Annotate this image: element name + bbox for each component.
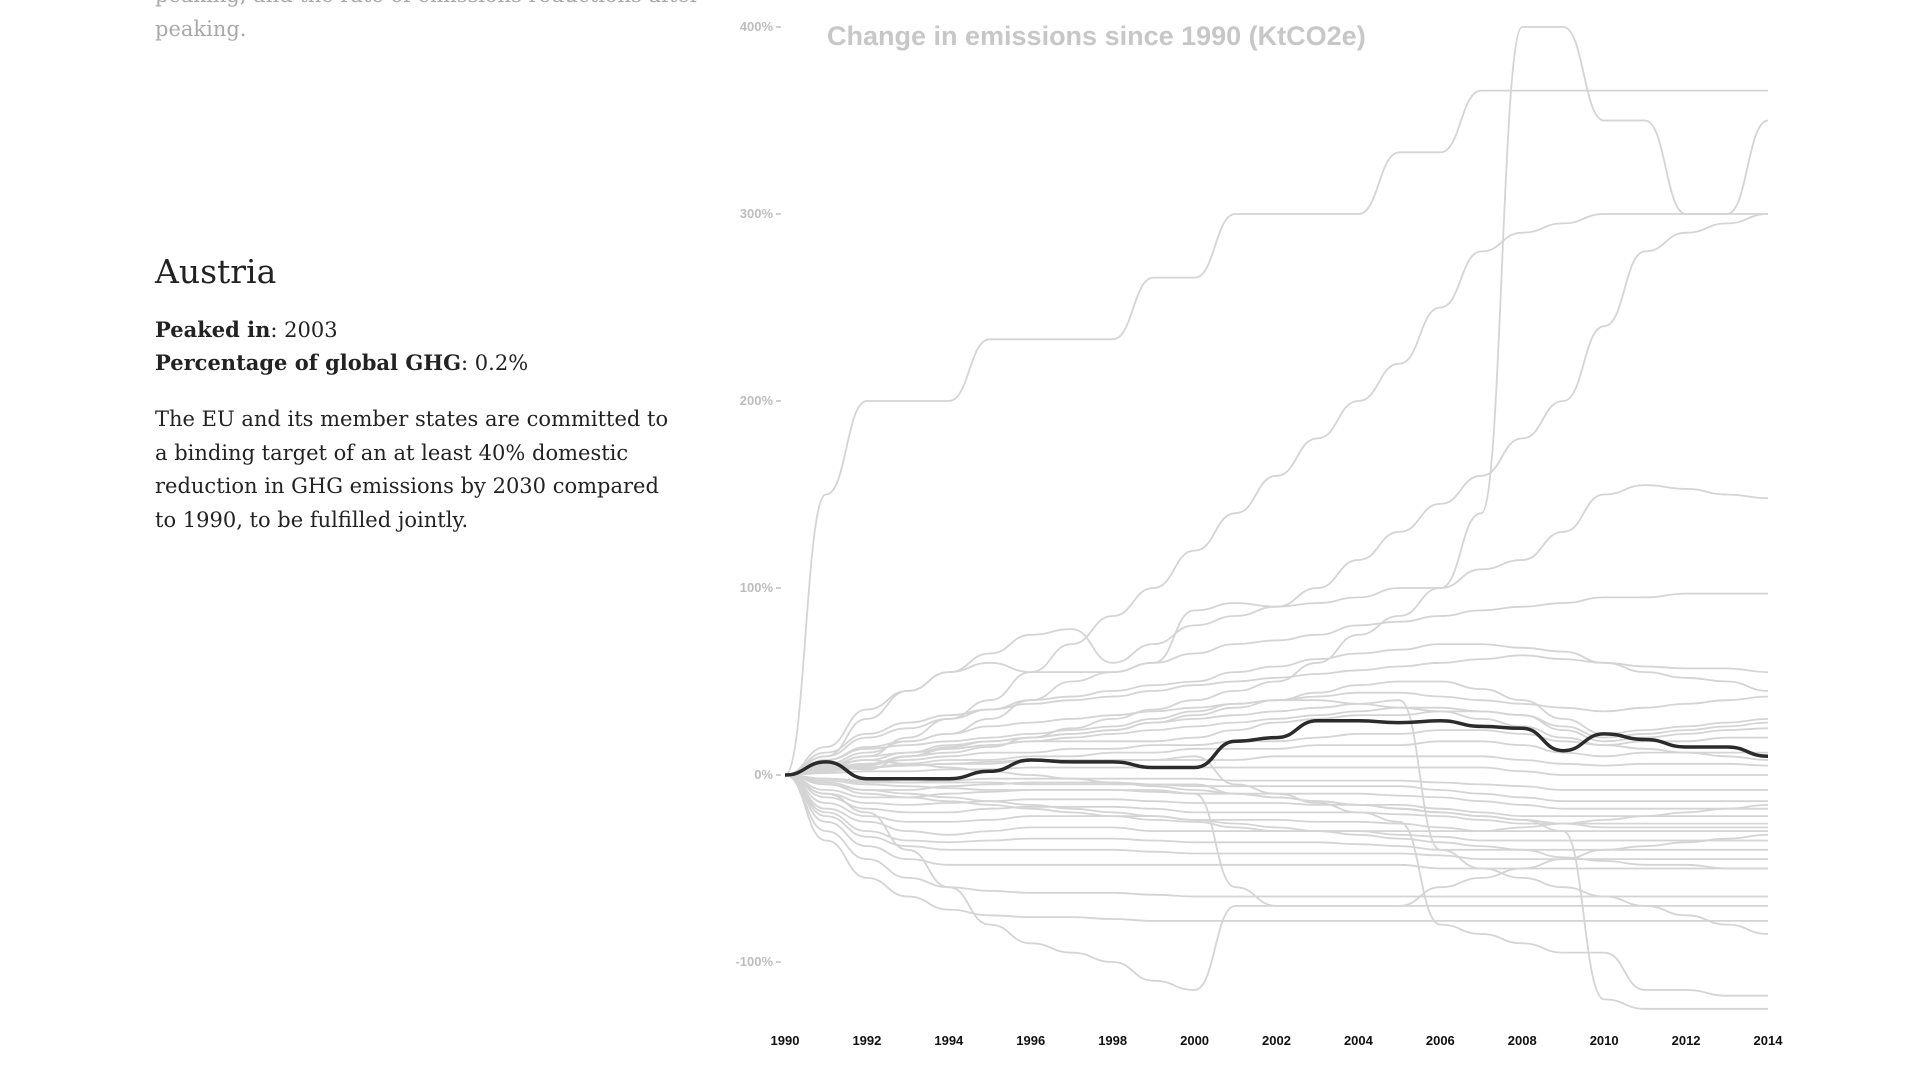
y-tick-label: -100%: [735, 954, 773, 969]
x-tick-label: 1996: [1016, 1033, 1045, 1048]
country-series-line[interactable]: [784, 774, 1768, 833]
x-tick-label: 2002: [1262, 1033, 1291, 1048]
country-series-line[interactable]: [784, 89, 1768, 776]
country-series-line[interactable]: [784, 774, 1768, 825]
country-series-line[interactable]: [784, 740, 1768, 776]
global-share-value: : 0.2%: [461, 351, 529, 375]
country-series-line[interactable]: [784, 774, 1768, 791]
x-axis: 1990 1992 1994 1996 1998 2000 2002 2004 2006 2008…: [771, 1033, 1784, 1048]
country-series-line[interactable]: [784, 26, 1769, 776]
country-series-line[interactable]: [784, 774, 1768, 818]
y-tick-label: 300%: [740, 206, 774, 221]
country-name: Austria: [155, 252, 277, 291]
country-series-line[interactable]: [784, 774, 1769, 833]
y-tick-label: 400%: [740, 19, 774, 34]
chart-title: Change in emissions since 1990 (KtCO2e): [827, 21, 1366, 51]
country-series-line[interactable]: [784, 774, 1768, 991]
y-tick-label: 0%: [754, 767, 773, 782]
country-series-line[interactable]: [784, 774, 1768, 861]
y-axis: -100% 0% 100% 200% 300% 400%: [735, 19, 781, 969]
country-series-line[interactable]: [784, 774, 1768, 870]
country-series-line[interactable]: [784, 710, 1769, 776]
country-series-line[interactable]: [784, 755, 1768, 997]
x-tick-label: 2010: [1590, 1033, 1619, 1048]
previous-section-text: peaking.: [155, 17, 247, 41]
country-series-line[interactable]: [784, 774, 1768, 922]
country-series-line[interactable]: [784, 759, 1768, 1010]
x-tick-label: 1992: [852, 1033, 881, 1048]
country-series-line[interactable]: [784, 766, 1768, 776]
country-series-line[interactable]: [784, 774, 1769, 907]
highlight-series-group: [784, 719, 1769, 781]
x-tick-label: 2000: [1180, 1033, 1209, 1048]
highlight-series-line[interactable]: [784, 719, 1769, 781]
peak-year-label: Peaked in: [155, 317, 271, 342]
x-tick-label: 2014: [1754, 1033, 1784, 1048]
country-series-line[interactable]: [784, 484, 1769, 776]
background-series-group: [784, 26, 1769, 1010]
country-series-line[interactable]: [784, 774, 1768, 803]
emissions-chart: Change in emissions since 1990 (KtCO2e) …: [735, 19, 1784, 1048]
x-tick-label: 2004: [1344, 1033, 1374, 1048]
country-description: The EU and its member states are committ…: [155, 407, 669, 532]
x-tick-label: 1994: [934, 1033, 964, 1048]
country-series-line[interactable]: [784, 774, 1768, 870]
country-series-line[interactable]: [784, 213, 1768, 776]
global-share-stat: Percentage of global GHG: 0.2%: [155, 346, 528, 380]
peak-year-stat: Peaked in: 2003: [155, 313, 338, 347]
country-series-line[interactable]: [784, 691, 1769, 776]
peak-year-value: : 2003: [270, 318, 338, 342]
x-tick-label: 2006: [1426, 1033, 1455, 1048]
y-tick-label: 200%: [740, 393, 774, 408]
country-series-line[interactable]: [784, 213, 1769, 776]
x-tick-label: 2012: [1672, 1033, 1701, 1048]
previous-section-text: peaking, and the rate of emissions reduc…: [155, 0, 700, 12]
y-tick-label: 100%: [740, 580, 774, 595]
country-series-line[interactable]: [784, 699, 1769, 935]
x-tick-label: 2008: [1508, 1033, 1537, 1048]
global-share-label: Percentage of global GHG: [155, 350, 462, 375]
country-series-line[interactable]: [784, 654, 1769, 776]
x-tick-label: 1998: [1098, 1033, 1127, 1048]
x-tick-label: 1990: [771, 1033, 800, 1048]
country-series-line[interactable]: [784, 699, 1769, 776]
